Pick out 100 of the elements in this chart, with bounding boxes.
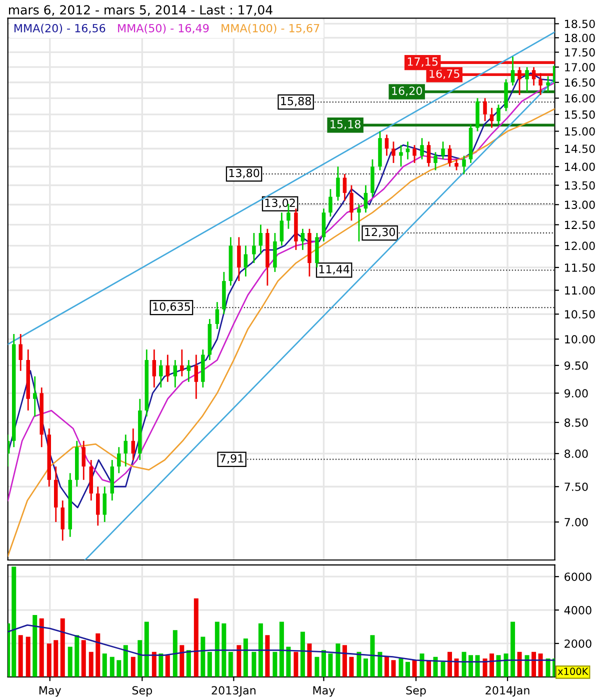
bar — [490, 653, 494, 677]
bar — [214, 622, 220, 677]
y-tick-label: 15.00 — [565, 127, 595, 136]
y-tick-label: 9.50 — [564, 361, 588, 370]
bar — [116, 660, 122, 677]
annotation: 7,91 — [220, 454, 244, 464]
candlestick — [300, 228, 305, 251]
candlestick — [328, 188, 332, 218]
bar — [384, 656, 389, 677]
candlestick — [412, 144, 416, 164]
candlestick — [117, 446, 121, 474]
candlestick — [342, 173, 347, 202]
bar — [307, 643, 312, 677]
annotation: 17,15 — [408, 58, 438, 67]
y-tick-label: 9.00 — [564, 389, 588, 398]
annotation: 15,88 — [281, 96, 311, 106]
bar — [433, 656, 438, 677]
bar — [546, 658, 550, 677]
bar — [496, 655, 501, 677]
candlestick — [420, 137, 424, 160]
candlestick — [406, 140, 410, 160]
bar — [426, 660, 431, 677]
bar — [252, 652, 256, 677]
y-tick-label: 8.00 — [564, 450, 588, 458]
bar — [412, 660, 417, 677]
bar — [228, 652, 233, 677]
x-tick-label: 2014Jan — [486, 686, 530, 697]
y-tick-label: 4000 — [564, 606, 592, 614]
candlestick — [237, 236, 241, 282]
bar — [74, 635, 80, 677]
candlestick — [392, 140, 396, 164]
bar — [96, 633, 100, 677]
bar — [172, 630, 178, 677]
bar — [207, 652, 212, 677]
candlestick — [258, 224, 263, 255]
candlestick — [357, 204, 361, 242]
candlestick — [525, 66, 529, 92]
candlestick — [166, 354, 170, 383]
annotation: 13,02 — [265, 198, 295, 208]
bar — [462, 652, 466, 677]
candlestick — [173, 359, 178, 388]
bar — [68, 646, 72, 677]
bar — [88, 652, 94, 677]
bar — [258, 623, 263, 677]
y-tick-label: 16.50 — [565, 78, 595, 87]
candlestick — [434, 151, 438, 171]
candlestick — [82, 440, 86, 481]
x-tick-label: Sep — [132, 686, 152, 697]
chart-title: mars 6, 2012 - mars 5, 2014 - Last : 17,04 — [9, 5, 272, 16]
bar — [32, 615, 38, 677]
candlestick — [124, 434, 128, 468]
text: MMA(20) - 16,56 — [14, 24, 106, 34]
candlestick — [60, 500, 65, 542]
candlestick — [152, 348, 156, 388]
candlestick — [252, 232, 256, 264]
bar — [378, 652, 382, 677]
bar — [39, 618, 44, 677]
candlestick — [399, 144, 403, 168]
candlestick — [215, 301, 220, 330]
candlestick — [496, 104, 500, 126]
y-tick-label: 13.50 — [565, 181, 595, 190]
candlestick — [186, 359, 191, 383]
candlestick — [102, 486, 107, 523]
candlestick — [180, 348, 184, 378]
candlestick — [510, 56, 515, 86]
x-tick-label: Sep — [406, 686, 426, 697]
candlestick — [518, 66, 522, 96]
candlestick — [159, 359, 163, 388]
bar — [279, 622, 284, 677]
bar — [236, 645, 242, 677]
bar — [123, 645, 128, 677]
annotation: 10,635 — [153, 302, 190, 312]
bar — [272, 652, 278, 677]
candlestick — [546, 76, 550, 92]
candlestick — [441, 140, 445, 160]
candlestick — [33, 376, 37, 418]
text: x100K — [558, 668, 588, 676]
bar — [440, 662, 446, 677]
bar — [110, 656, 114, 677]
bar — [504, 653, 508, 677]
y-tick-label: 12.00 — [565, 242, 595, 250]
annotation: 11,44 — [319, 265, 350, 275]
candlestick — [384, 134, 389, 156]
candlestick — [448, 144, 452, 168]
bar — [265, 635, 270, 677]
bar — [294, 652, 298, 677]
bar — [194, 598, 198, 677]
candlestick — [194, 354, 198, 400]
y-tick-label: 13.00 — [565, 200, 595, 209]
annotation: 16,75 — [430, 69, 460, 80]
bar — [420, 653, 424, 677]
annotation: 12,30 — [365, 228, 395, 238]
bar — [243, 638, 248, 677]
annotation: 16,20 — [392, 86, 422, 96]
candlestick — [483, 97, 487, 122]
bar — [405, 662, 410, 677]
y-tick-label: 7.50 — [564, 482, 588, 492]
x-tick-label: 2013Jan — [212, 686, 256, 697]
candlestick — [336, 166, 340, 202]
bar — [12, 566, 16, 677]
